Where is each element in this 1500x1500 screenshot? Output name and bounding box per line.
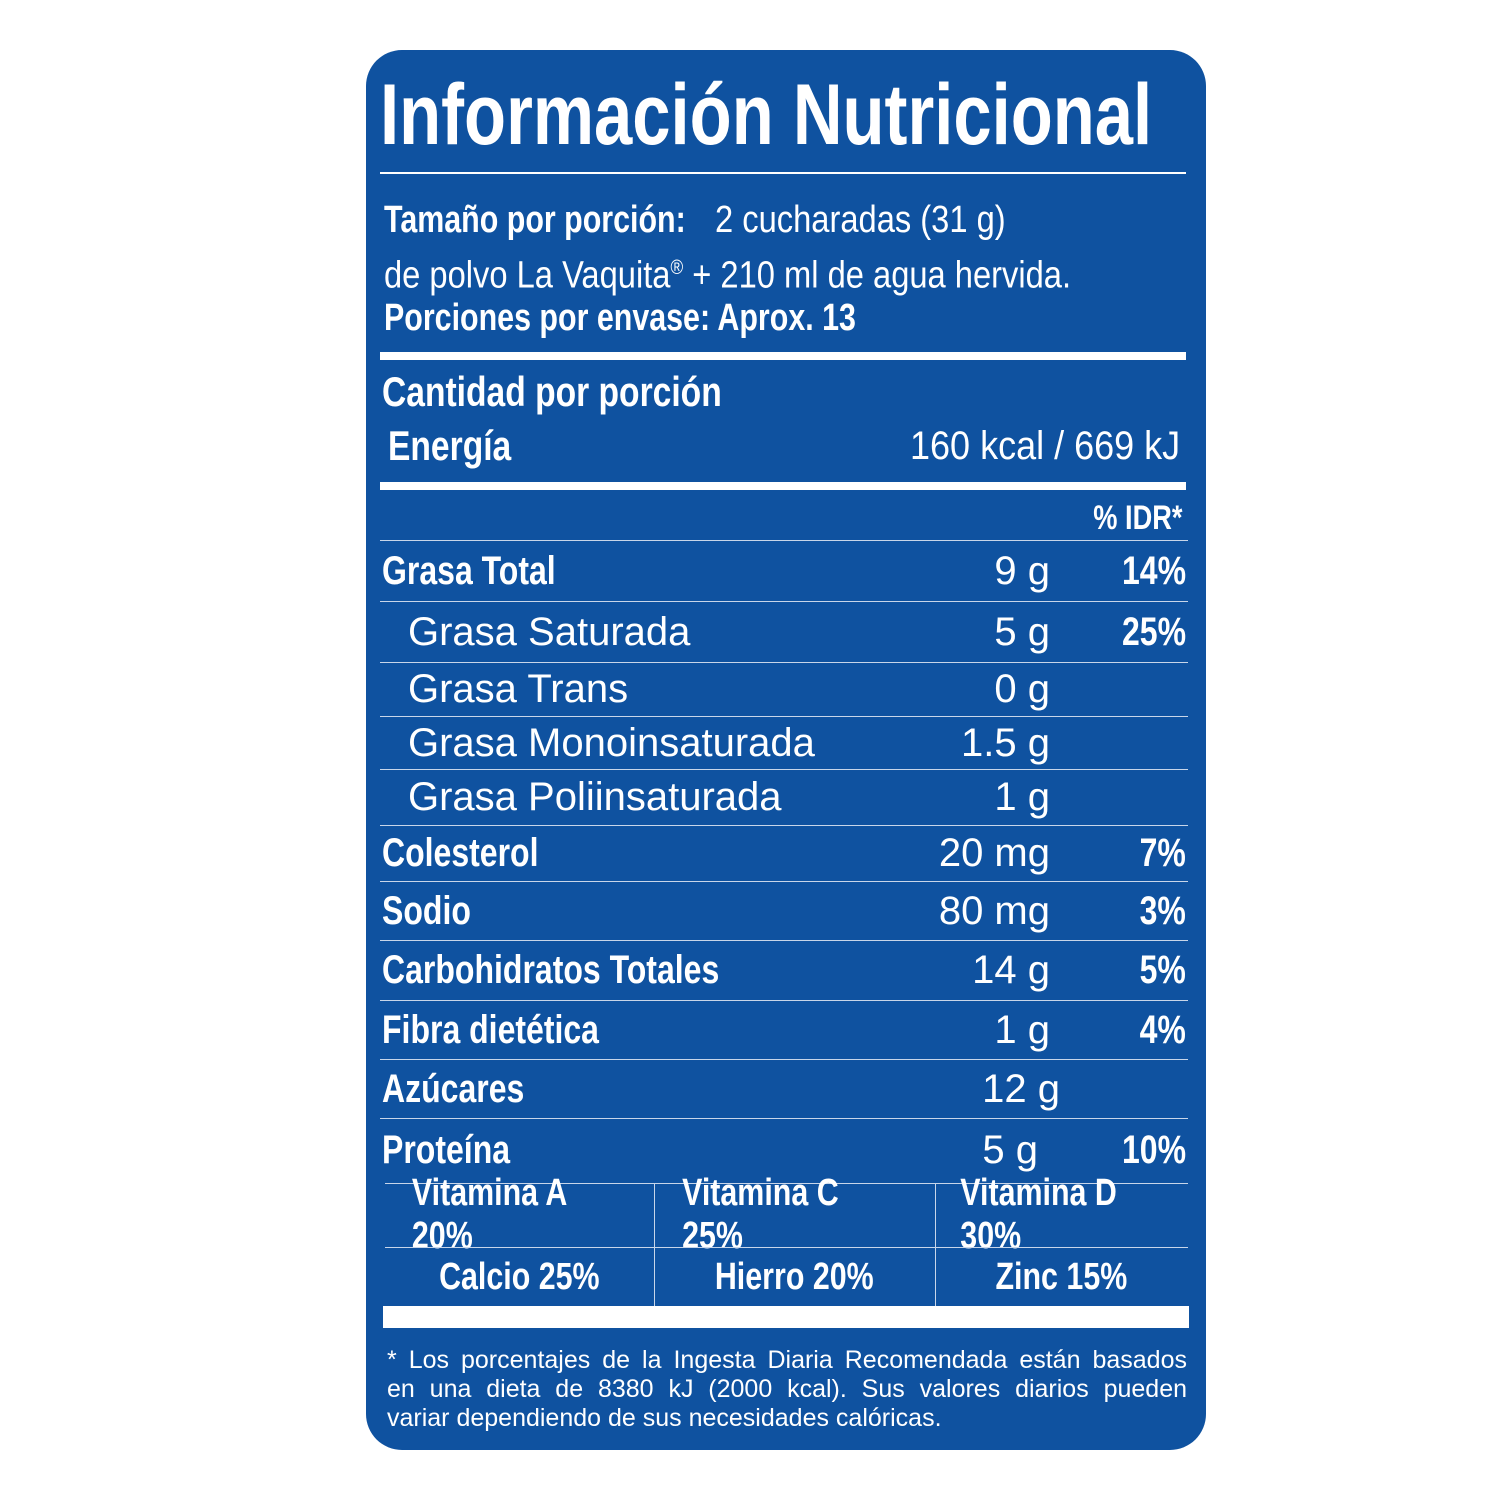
mineral-cell: Calcio 25% [439,1256,600,1298]
nutrient-pct: 10% [1121,1127,1186,1172]
vitamin-cell: Vitamina A 20% [411,1171,567,1257]
nutrient-row: Fibra dietética 1 g 4% [380,1000,1188,1059]
serving-size-line2: de polvo La Vaquita® + 210 ml de agua he… [384,246,1183,298]
energy-label: Energía [388,422,512,469]
nutrient-row: Colesterol 20 mg 7% [380,825,1188,881]
nutrient-row: Grasa Poliinsaturada 1 g [380,769,1188,825]
nutrient-name: Sodio [382,888,471,933]
amount-per-serving: Cantidad por porción [382,368,722,415]
nutrient-amount: 9 g [994,548,1050,593]
grid-divider [654,1184,655,1306]
vitamins-grid: Vitamina A 20% Vitamina C 25% Vitamina D… [385,1171,1188,1306]
nutrient-amount: 14 g [972,948,1050,992]
vitamin-cell: Vitamina D 30% [960,1171,1117,1257]
label-title: Información Nutricional [380,67,1153,163]
thick-divider [380,482,1186,490]
nutrient-amount: 0 g [994,667,1050,711]
nutrient-pct: 3% [1139,888,1186,933]
grid-divider [935,1184,936,1306]
nutrient-row: Carbohidratos Totales 14 g 5% [380,940,1188,1000]
grid-divider [385,1247,1188,1248]
mineral-cell: Hierro 20% [715,1256,874,1298]
nutrient-name: Colesterol [382,831,539,875]
nutrient-name: Proteína [382,1127,511,1172]
nutrient-name: Grasa Poliinsaturada [408,775,782,819]
nutrient-row: Grasa Saturada 5 g 25% [380,601,1188,662]
serving-size-label: Tamaño por porción: [384,199,686,241]
nutrient-pct: 14% [1121,548,1186,593]
nutrient-amount: 80 mg [938,888,1050,933]
nutrient-table: Grasa Total 9 g 14% Grasa Saturada 5 g 25% G… [380,540,1188,1181]
mineral-cell: Zinc 15% [995,1256,1128,1298]
serving-text-end: + 210 ml de agua hervida. [683,254,1072,297]
energy-value: 160 kcal / 669 kJ [909,424,1180,468]
footnote-line: * Los porcentajes de la Ingesta Diaria R… [387,1346,1187,1374]
servings-per-container: Porciones por envase: Aprox. 13 [384,297,856,339]
serving-size: Tamaño por porción: 2 cucharadas (31 g) [384,198,1053,242]
nutrient-name: Grasa Monoinsaturada [408,720,815,765]
nutrient-amount: 1 g [994,775,1050,819]
footnote: * Los porcentajes de la Ingesta Diaria R… [387,1346,1187,1433]
nutrient-row: Grasa Trans 0 g [380,662,1188,716]
nutrient-row: Sodio 80 mg 3% [380,881,1188,940]
nutrient-pct: 5% [1139,948,1186,992]
divider [380,172,1186,174]
nutrient-row: Grasa Total 9 g 14% [380,540,1188,601]
nutrient-pct: 4% [1139,1007,1186,1052]
nutrient-amount: 12 g [982,1066,1060,1111]
nutrient-amount: 1 g [994,1007,1050,1052]
nutrient-row: Grasa Monoinsaturada 1.5 g [380,716,1188,769]
thick-divider [380,352,1186,360]
nutrient-name: Fibra dietética [382,1007,599,1052]
nutrient-pct: 25% [1121,609,1186,654]
nutrient-name: Carbohidratos Totales [382,948,720,992]
nutrient-name: Grasa Saturada [408,609,691,654]
footnote-line: variar dependiendo de sus necesidades ca… [387,1404,942,1432]
nutrient-amount: 5 g [982,1127,1038,1172]
nutrient-amount: 5 g [994,609,1050,654]
nutrient-amount: 20 mg [938,831,1050,875]
nutrient-name: Grasa Trans [408,667,629,711]
nutrient-row: Proteína 5 g 10% [380,1118,1188,1181]
nutrient-amount: 1.5 g [961,720,1050,765]
nutrient-name: Grasa Total [382,548,556,593]
nutrient-pct: 7% [1139,831,1186,875]
vitamin-cell: Vitamina C 25% [682,1171,839,1257]
registered-mark: ® [670,257,684,279]
white-bar [383,1306,1189,1328]
idr-header: % IDR* [1092,499,1182,537]
footnote-line: en una dieta de 8380 kJ (2000 kcal). Sus… [387,1375,1187,1403]
serving-size-value: 2 cucharadas (31 g) [715,199,1006,241]
nutrient-row: Azúcares 12 g [380,1059,1188,1118]
serving-text: de polvo La Vaquita [384,254,671,297]
nutrient-name: Azúcares [382,1066,525,1111]
nutrition-facts-panel: Información Nutricional Tamaño por porci… [366,50,1206,1450]
